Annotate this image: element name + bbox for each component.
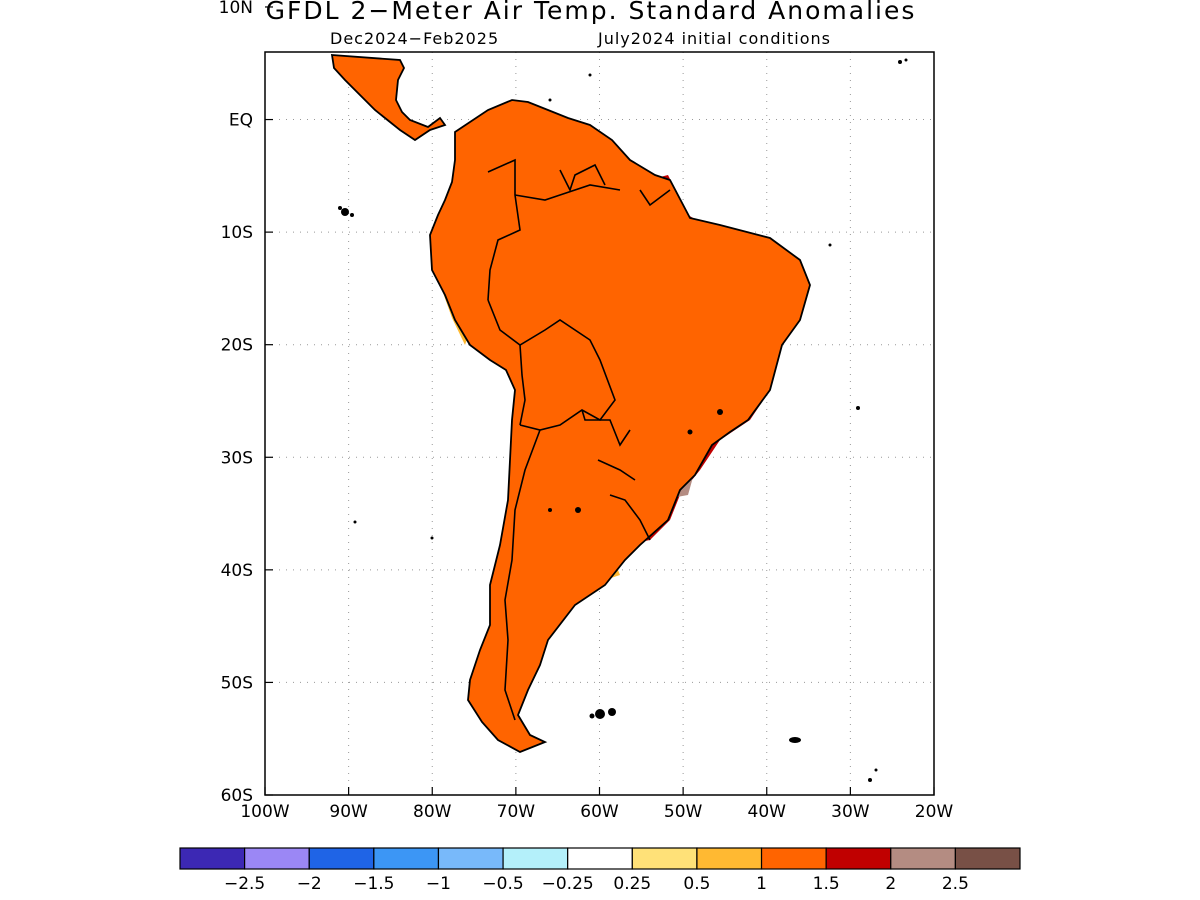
forecast-period: Dec2024−Feb2025: [330, 29, 500, 48]
colorbar-swatch: [567, 847, 633, 870]
colorbar-label: 2.5: [942, 874, 969, 894]
lat-tick-label: 10S: [221, 223, 253, 243]
colorbar-swatch: [890, 847, 956, 870]
colorbar-label: −2.5: [224, 874, 265, 894]
colorbar-swatch: [502, 847, 569, 870]
anomaly-field: [330, 54, 908, 782]
lon-tick-label: 90W: [329, 802, 368, 822]
colorbar-label: −2: [297, 874, 322, 894]
lon-tick-label: 100W: [240, 802, 289, 822]
colorbar-swatch: [760, 847, 827, 870]
lon-tick-label: 70W: [497, 802, 536, 822]
colorbar-swatch: [373, 847, 440, 870]
lon-tick-label: 40W: [748, 802, 787, 822]
lat-tick-label: 40S: [221, 561, 253, 581]
longitude-axis: 100W 90W 80W 70W 60W 50W 40W 30W 20W: [240, 787, 953, 822]
colorbar-label: 2: [885, 874, 896, 894]
colorbar-swatch: [631, 847, 698, 870]
colorbar-label: 0.5: [683, 874, 710, 894]
colorbar-label: −0.25: [542, 874, 594, 894]
colorbar-label: −0.5: [482, 874, 523, 894]
lon-tick-label: 60W: [580, 802, 619, 822]
lat-tick-label: 30S: [221, 448, 253, 468]
lon-tick-label: 50W: [664, 802, 703, 822]
colorbar-swatch: [179, 847, 246, 870]
colorbar-label: 1.5: [813, 874, 840, 894]
colorbar-label: −1: [426, 874, 451, 894]
colorbar-swatch: [696, 847, 763, 870]
lon-tick-label: 20W: [915, 802, 954, 822]
country-borders: [487, 158, 671, 721]
colorbar-label: 1: [756, 874, 767, 894]
lon-tick-label: 80W: [413, 802, 452, 822]
colorbar-swatch: [308, 847, 375, 870]
land-central-america: [330, 54, 447, 142]
colorbar-swatch: [437, 847, 504, 870]
lat-tick-label: EQ: [229, 111, 253, 131]
chart-title: GFDL 2−Meter Air Temp. Standard Anomalie…: [265, 0, 917, 25]
colorbar-swatch: [825, 847, 892, 870]
lat-tick-label: 20S: [221, 336, 253, 356]
colorbar-label: 0.25: [613, 874, 651, 894]
colorbar-swatch: [244, 847, 310, 870]
initial-conditions: July2024 initial conditions: [598, 29, 831, 48]
lat-tick-label: 60S: [221, 786, 253, 806]
islands: [338, 58, 908, 782]
lat-tick-label: 50S: [221, 673, 253, 693]
colorbar: −2.5 −2 −1.5 −1 −0.5 −0.25 0.25 0.5 1 1.5 2 2.5: [179, 847, 1021, 894]
lon-tick-label: 30W: [831, 802, 870, 822]
colorbar-swatch: [954, 847, 1021, 870]
latitude-axis: 10N EQ 10S 20S 30S 40S 50S 60S: [219, 0, 273, 806]
lat-tick-label: 10N: [219, 0, 253, 18]
colorbar-label: −1.5: [353, 874, 394, 894]
